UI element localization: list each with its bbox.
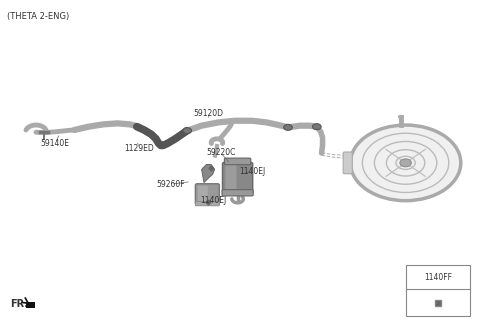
Text: 59220C: 59220C	[206, 148, 236, 158]
FancyBboxPatch shape	[222, 190, 253, 196]
Text: FR.: FR.	[11, 299, 29, 309]
Text: 59140E: 59140E	[41, 139, 70, 148]
FancyBboxPatch shape	[226, 164, 237, 190]
Circle shape	[183, 128, 192, 134]
FancyBboxPatch shape	[198, 186, 208, 203]
Circle shape	[284, 124, 292, 130]
Circle shape	[312, 124, 321, 130]
FancyBboxPatch shape	[195, 201, 219, 206]
Text: 1140EJ: 1140EJ	[239, 166, 265, 176]
FancyBboxPatch shape	[406, 265, 470, 316]
Circle shape	[350, 125, 461, 201]
Text: 59120D: 59120D	[194, 109, 224, 118]
FancyBboxPatch shape	[195, 184, 219, 205]
FancyBboxPatch shape	[224, 158, 251, 164]
Text: 59260F: 59260F	[156, 180, 185, 189]
FancyBboxPatch shape	[343, 152, 352, 174]
Circle shape	[398, 115, 404, 119]
Text: (THETA 2-ENG): (THETA 2-ENG)	[7, 12, 70, 20]
Text: 1129ED: 1129ED	[124, 143, 154, 153]
Text: 1140EJ: 1140EJ	[201, 196, 227, 205]
Text: 1140FF: 1140FF	[424, 273, 452, 282]
Circle shape	[400, 159, 411, 167]
FancyBboxPatch shape	[222, 162, 252, 193]
Polygon shape	[202, 164, 215, 183]
FancyBboxPatch shape	[26, 302, 35, 308]
